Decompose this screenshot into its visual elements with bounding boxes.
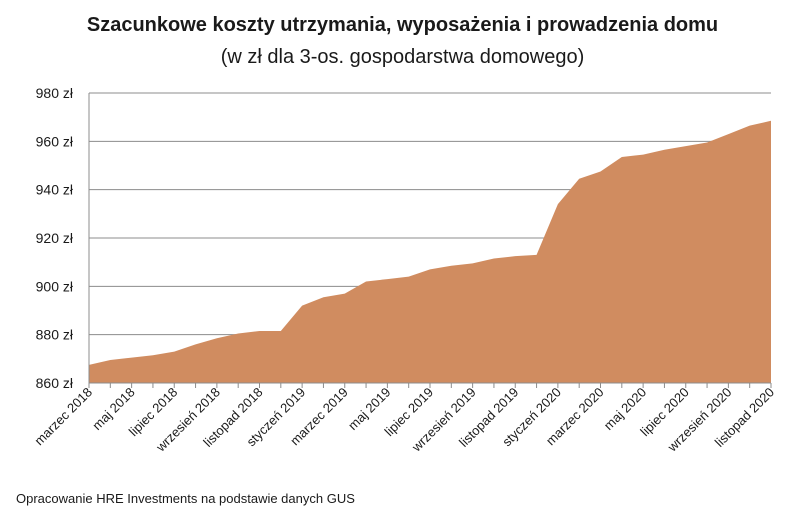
axis-layer xyxy=(88,93,772,388)
y-tick-label: 940 zł xyxy=(36,182,74,198)
y-tick-label: 980 zł xyxy=(36,85,74,101)
y-tick-labels: 860 zł 880 zł 900 zł 920 zł 940 zł 960 zł 980 … xyxy=(36,85,74,391)
area-series xyxy=(89,120,771,383)
y-tick-label: 860 zł xyxy=(36,375,74,391)
chart-subtitle: (w zł dla 3-os. gospodarstwa domowego) xyxy=(220,46,585,68)
chart-title: Szacunkowe koszty utrzymania, wyposażeni… xyxy=(86,14,719,36)
x-tick-label: marzec 2018 xyxy=(31,385,95,449)
y-tick-label: 880 zł xyxy=(36,327,74,343)
y-tick-label: 900 zł xyxy=(36,278,74,294)
source-note: Opracowanie HRE Investments na podstawie… xyxy=(16,491,355,506)
y-tick-label: 960 zł xyxy=(36,133,74,149)
area-layer xyxy=(89,120,771,383)
y-tick-label: 920 zł xyxy=(36,230,74,246)
